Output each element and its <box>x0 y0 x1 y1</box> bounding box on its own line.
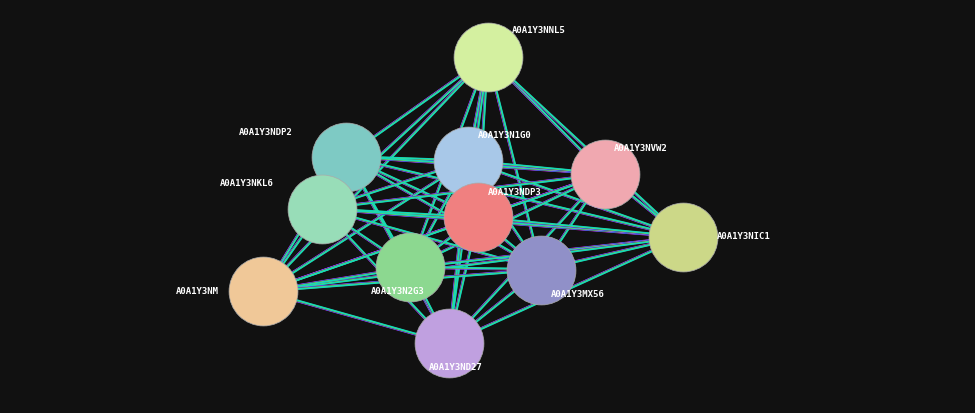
Text: A0A1Y3NDP2: A0A1Y3NDP2 <box>239 128 292 137</box>
Text: A0A1Y3NNL5: A0A1Y3NNL5 <box>512 26 565 35</box>
Point <box>402 264 417 271</box>
Point <box>441 340 456 347</box>
Text: A0A1Y3NVW2: A0A1Y3NVW2 <box>614 144 668 153</box>
Point <box>480 53 495 60</box>
Text: A0A1Y3N2G3: A0A1Y3N2G3 <box>370 287 424 297</box>
Text: A0A1Y3N1G0: A0A1Y3N1G0 <box>478 131 531 140</box>
Text: A0A1Y3NKL6: A0A1Y3NKL6 <box>219 179 273 188</box>
Point <box>460 157 476 164</box>
Point <box>533 266 549 273</box>
Text: A0A1Y3ND27: A0A1Y3ND27 <box>429 363 483 373</box>
Text: A0A1Y3NM: A0A1Y3NM <box>176 287 218 296</box>
Point <box>338 153 354 160</box>
Point <box>314 205 330 212</box>
Text: A0A1Y3NDP3: A0A1Y3NDP3 <box>488 188 541 197</box>
Point <box>470 214 486 221</box>
Point <box>675 234 690 240</box>
Point <box>597 171 612 177</box>
Point <box>255 288 271 294</box>
Text: A0A1Y3NIC1: A0A1Y3NIC1 <box>717 233 770 242</box>
Text: A0A1Y3MX56: A0A1Y3MX56 <box>551 290 604 299</box>
